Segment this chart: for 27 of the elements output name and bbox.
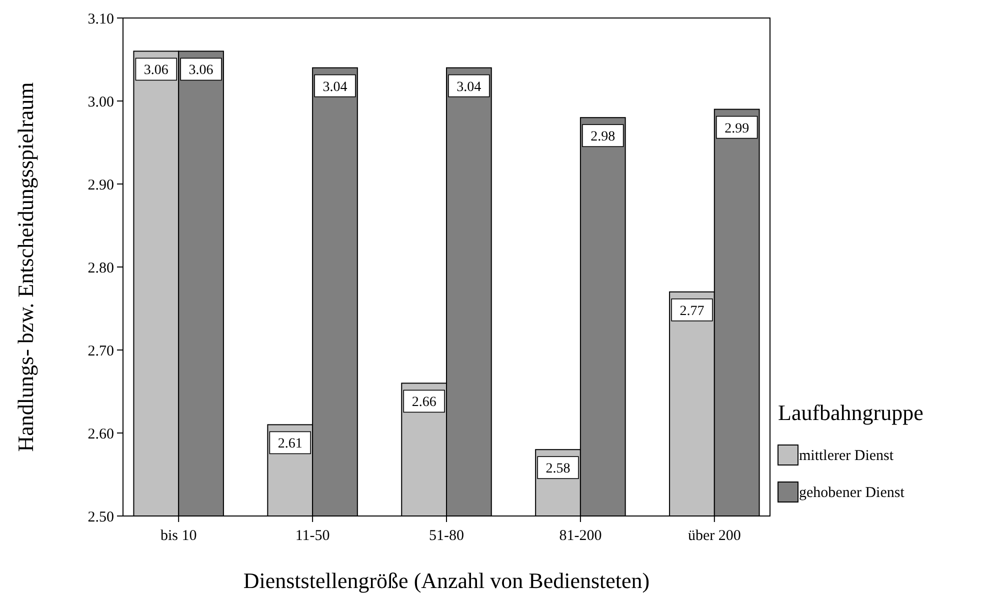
legend-label: gehobener Dienst	[799, 485, 906, 501]
data-label: 3.06	[188, 63, 214, 78]
x-tick-label: bis 10	[160, 528, 197, 544]
data-label: 3.06	[144, 63, 168, 78]
data-label: 2.66	[412, 395, 436, 410]
y-tick-label: 3.10	[88, 11, 114, 28]
x-axis-title: Dienststellengröße (Anzahl von Bediensteten)	[243, 568, 650, 593]
data-label: 2.99	[724, 121, 750, 136]
y-tick-label: 2.50	[88, 509, 114, 526]
legend-title: Laufbahngruppe	[778, 400, 924, 425]
legend-label: mittlerer Dienst	[799, 448, 894, 464]
data-label: 2.58	[546, 462, 570, 477]
y-tick-label: 2.80	[88, 260, 114, 276]
data-label: 3.04	[456, 80, 482, 95]
x-tick-label: über 200	[688, 528, 741, 544]
data-label: 3.04	[322, 80, 348, 95]
x-tick-label: 81-200	[559, 528, 602, 544]
y-axis-title: Handlungs- bzw. Entscheidungsspielraum	[13, 82, 38, 452]
y-tick-label: 2.90	[88, 177, 114, 194]
y-tick-label: 2.60	[88, 426, 114, 442]
data-label: 2.61	[278, 436, 302, 452]
x-tick-label: 11-50	[295, 528, 330, 544]
data-label: 2.77	[680, 304, 704, 319]
x-tick-label: 51-80	[429, 528, 464, 544]
data-label: 2.98	[590, 130, 616, 145]
y-tick-label: 2.70	[88, 343, 114, 360]
y-tick-label: 3.00	[88, 94, 114, 110]
